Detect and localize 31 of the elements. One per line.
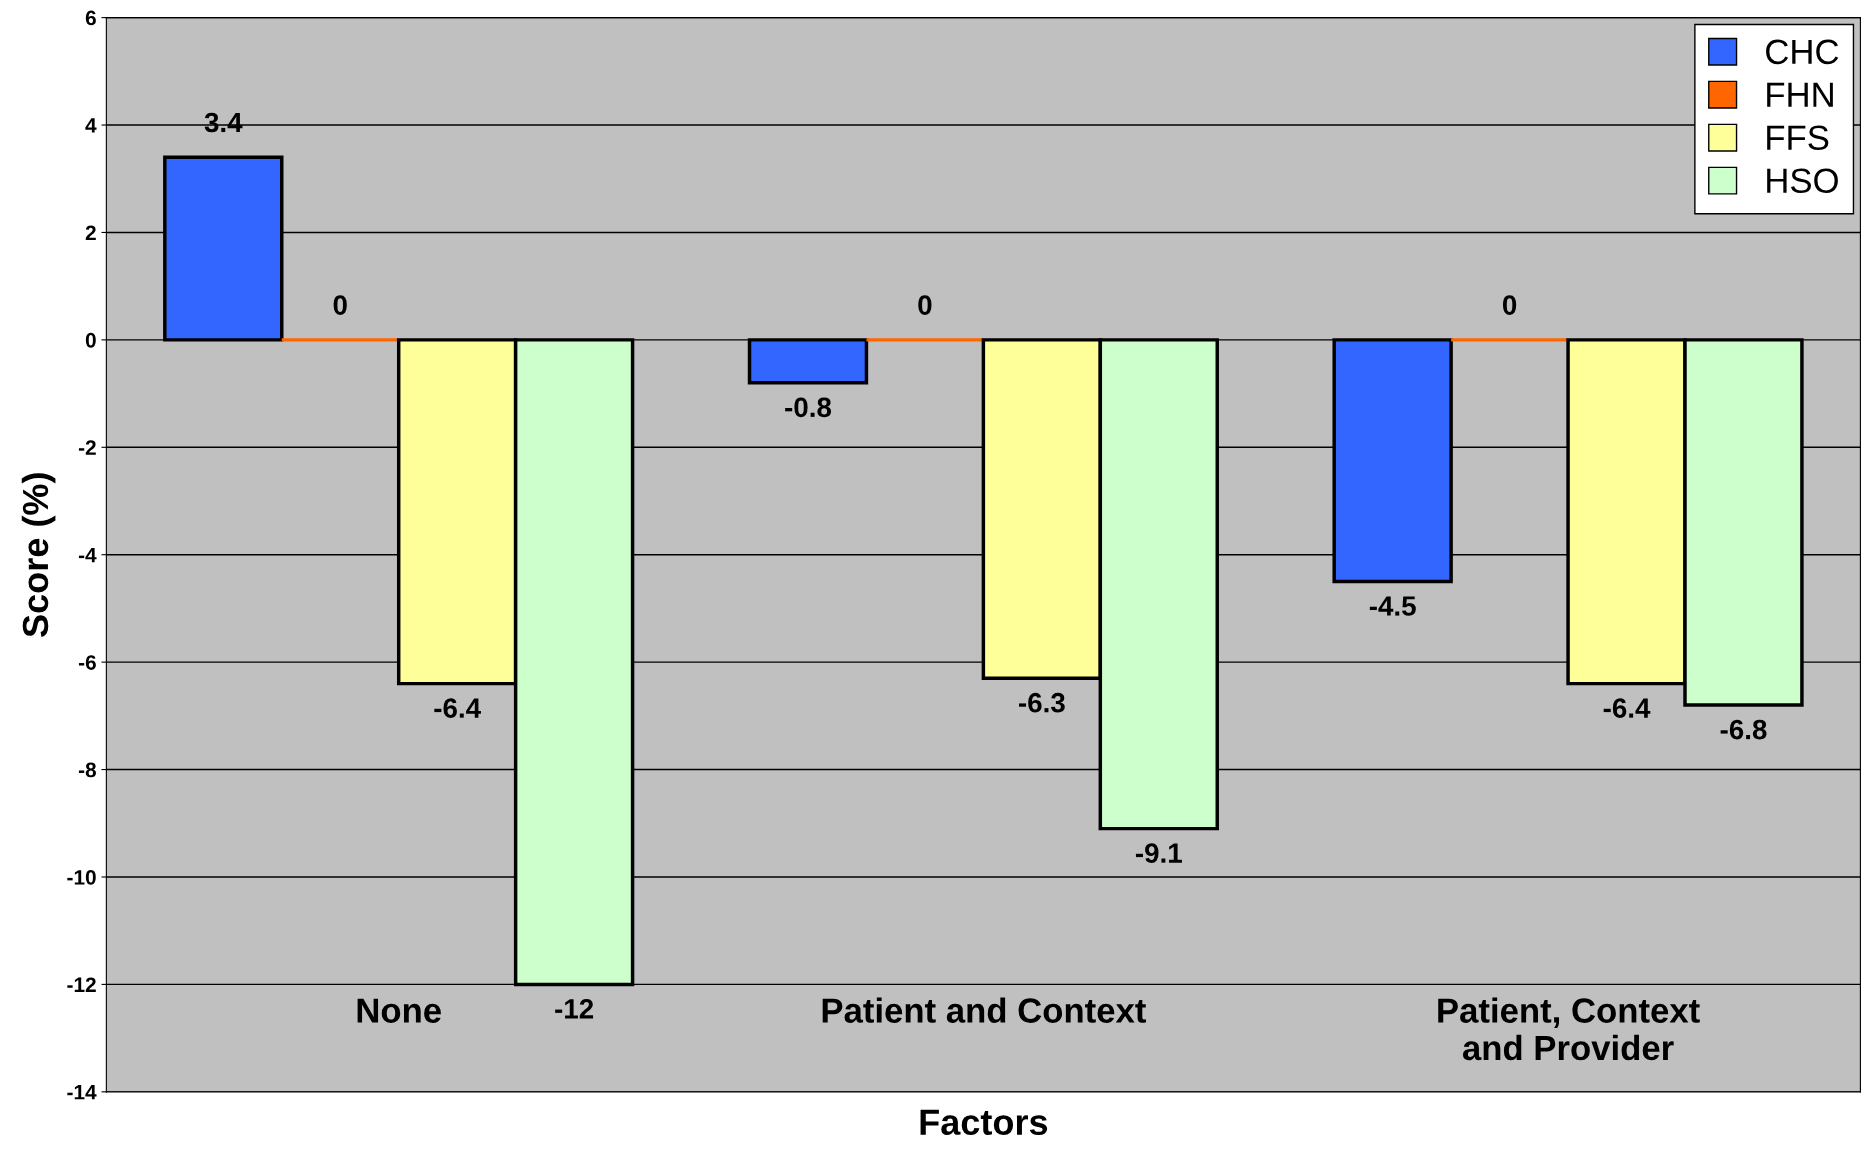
- data-label: 0: [918, 295, 932, 315]
- data-label: 0: [1502, 295, 1517, 315]
- legend-label: CHC: [1766, 39, 1839, 65]
- data-label: -0.8: [785, 397, 832, 418]
- y-tick-label: -4: [78, 547, 97, 563]
- data-label: -6.8: [1720, 719, 1767, 740]
- y-tick-label: -14: [67, 1085, 97, 1100]
- data-label: -9.1: [1135, 843, 1182, 863]
- data-label: -6.4: [1603, 698, 1651, 718]
- x-axis-title: Factors: [920, 1109, 1048, 1136]
- y-axis-title: Score (%): [21, 473, 56, 637]
- y-tick-label: 6: [85, 10, 96, 26]
- y-tick-label: 0: [85, 332, 96, 348]
- data-label: -6.4: [434, 698, 481, 718]
- y-tick-label: -10: [67, 869, 96, 885]
- legend-label: FFS: [1767, 125, 1829, 151]
- y-tick-label: 2: [85, 225, 96, 240]
- x-tick-label: Patient, Context and Provider: [1438, 997, 1700, 1061]
- x-tick-label: None: [357, 998, 441, 1023]
- data-label: -6.3: [1019, 692, 1065, 713]
- legend-label: FHN: [1767, 82, 1833, 107]
- legend-label: HSO: [1767, 168, 1838, 194]
- y-tick-label: -8: [78, 762, 96, 778]
- y-tick-label: -12: [67, 977, 96, 992]
- y-tick-label: 4: [85, 118, 97, 133]
- x-tick-label: Patient and Context: [822, 997, 1146, 1023]
- y-tick-label: -2: [78, 440, 96, 455]
- data-label: -4.5: [1369, 596, 1416, 616]
- data-label: -12: [555, 999, 594, 1019]
- y-tick-label: -6: [78, 655, 96, 670]
- data-label: 0: [333, 295, 347, 315]
